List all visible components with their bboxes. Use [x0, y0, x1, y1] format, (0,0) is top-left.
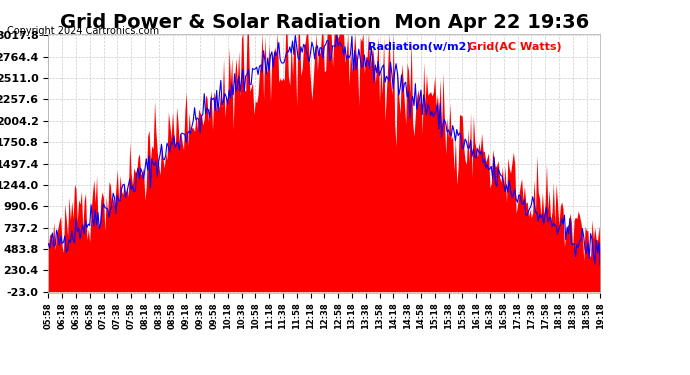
- Title: Grid Power & Solar Radiation  Mon Apr 22 19:36: Grid Power & Solar Radiation Mon Apr 22 …: [59, 13, 589, 32]
- Text: Grid(AC Watts): Grid(AC Watts): [468, 42, 562, 51]
- Text: Copyright 2024 Cartronics.com: Copyright 2024 Cartronics.com: [7, 26, 159, 36]
- Text: Radiation(w/m2): Radiation(w/m2): [368, 42, 472, 51]
